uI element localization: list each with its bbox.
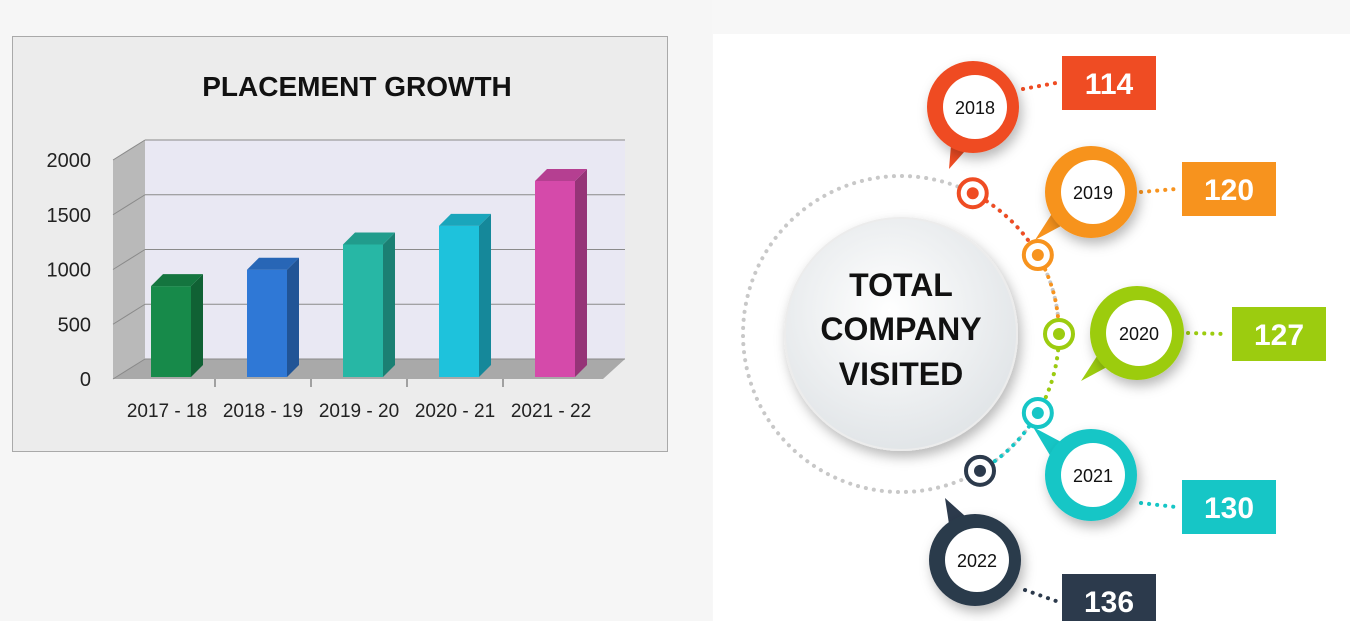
y-tick-label: 2000 bbox=[47, 150, 92, 172]
bar-top bbox=[439, 213, 491, 226]
bar-2018-19 bbox=[247, 257, 299, 377]
bar-side bbox=[287, 257, 299, 377]
bar-front bbox=[535, 180, 575, 377]
bar-side bbox=[479, 213, 491, 377]
bar-top bbox=[247, 257, 299, 270]
count-label: 130 bbox=[1204, 492, 1254, 525]
bar-top bbox=[343, 232, 395, 245]
chart-title: PLACEMENT GROWTH bbox=[202, 71, 512, 102]
y-tick-label: 1500 bbox=[47, 205, 92, 227]
y-tick-label: 1000 bbox=[47, 260, 92, 282]
bar-top bbox=[535, 168, 587, 181]
year-label: 2022 bbox=[957, 551, 997, 571]
ring-connector bbox=[1035, 332, 1061, 415]
placement-growth-chart: PLACEMENT GROWTH 0 500 1000 1500 2000 2017 -… bbox=[12, 36, 668, 452]
bar-2021-22 bbox=[535, 168, 587, 377]
year-bubble-inner bbox=[1061, 160, 1125, 224]
count-box bbox=[1062, 574, 1156, 621]
bar-front bbox=[247, 269, 287, 377]
gridline-side bbox=[112, 249, 146, 270]
year-item-2021: 2021 130 bbox=[1021, 397, 1276, 534]
bar-side bbox=[383, 232, 395, 377]
count-label: 114 bbox=[1085, 68, 1134, 101]
ring-connector bbox=[978, 411, 1040, 473]
count-box bbox=[1182, 162, 1276, 216]
count-box bbox=[1182, 480, 1276, 534]
count-label: 120 bbox=[1204, 174, 1254, 207]
bar-front bbox=[439, 225, 479, 377]
year-label: 2021 bbox=[1073, 466, 1113, 486]
label-connector bbox=[1139, 187, 1178, 194]
year-label: 2019 bbox=[1073, 183, 1113, 203]
year-label: 2018 bbox=[955, 98, 995, 118]
bar-front bbox=[151, 286, 191, 377]
company-visits-infographic: TOTAL COMPANY VISITED 2018 114 2019 120 2020… bbox=[741, 56, 1326, 621]
center-line-1: TOTAL bbox=[849, 267, 953, 303]
left-panel: PLACEMENT GROWTH 0 500 1000 1500 2000 2017 -… bbox=[12, 36, 668, 452]
gridline-side bbox=[112, 194, 146, 216]
year-bubble-inner bbox=[1061, 443, 1125, 507]
year-item-2019: 2019 120 bbox=[1021, 146, 1276, 271]
count-box bbox=[1062, 56, 1156, 110]
bar-chart-svg: PLACEMENT GROWTH 0 500 1000 1500 2000 2017 -… bbox=[47, 71, 625, 422]
year-bubble-inner bbox=[943, 75, 1007, 139]
ring-node-dot bbox=[1031, 249, 1044, 261]
bar-side bbox=[575, 168, 587, 377]
x-tick-label: 2019 - 20 bbox=[319, 401, 399, 422]
right-panel: TOTAL COMPANY VISITED 2018 114 2019 120 2020… bbox=[713, 34, 1350, 621]
year-bubble-inner bbox=[945, 528, 1009, 592]
y-tick-label: 500 bbox=[58, 314, 91, 336]
ring-connector bbox=[1035, 253, 1061, 336]
label-connector bbox=[1021, 81, 1058, 91]
count-label: 127 bbox=[1254, 319, 1304, 352]
count-label: 136 bbox=[1084, 586, 1134, 619]
label-connector bbox=[1186, 331, 1228, 336]
year-item-2020: 2020 127 bbox=[1043, 286, 1326, 381]
bar-side bbox=[191, 274, 203, 377]
label-connector bbox=[1139, 501, 1178, 509]
center-line-3: VISITED bbox=[839, 356, 963, 392]
year-item-2022: 2022 136 bbox=[929, 454, 1156, 621]
center-circle bbox=[784, 217, 1018, 451]
year-item-2018: 2018 114 bbox=[927, 56, 1156, 210]
x-tick-label: 2020 - 21 bbox=[415, 401, 495, 422]
bar-2017-18 bbox=[151, 274, 203, 377]
x-tick-label: 2017 - 18 bbox=[127, 401, 207, 422]
center-line-2: COMPANY bbox=[820, 311, 981, 347]
bar-2019-20 bbox=[343, 232, 395, 377]
year-label: 2020 bbox=[1119, 324, 1159, 344]
label-connector bbox=[1023, 588, 1058, 603]
ring-node-dot bbox=[966, 187, 979, 200]
bar-front bbox=[343, 244, 383, 377]
ring-node-dot bbox=[974, 464, 986, 477]
ring-node-dot bbox=[1053, 328, 1065, 340]
gridline-side bbox=[112, 358, 146, 380]
bar-top bbox=[151, 274, 203, 287]
gridline-side bbox=[112, 139, 146, 161]
bar-2020-21 bbox=[439, 213, 491, 377]
ring-node-dot bbox=[1031, 407, 1044, 419]
x-tick-label: 2021 - 22 bbox=[511, 401, 591, 422]
y-tick-label: 0 bbox=[80, 369, 91, 391]
count-box bbox=[1232, 307, 1326, 361]
year-bubble-inner bbox=[1106, 300, 1172, 366]
x-tick-label: 2018 - 19 bbox=[223, 401, 303, 422]
gridline-side bbox=[112, 303, 146, 325]
